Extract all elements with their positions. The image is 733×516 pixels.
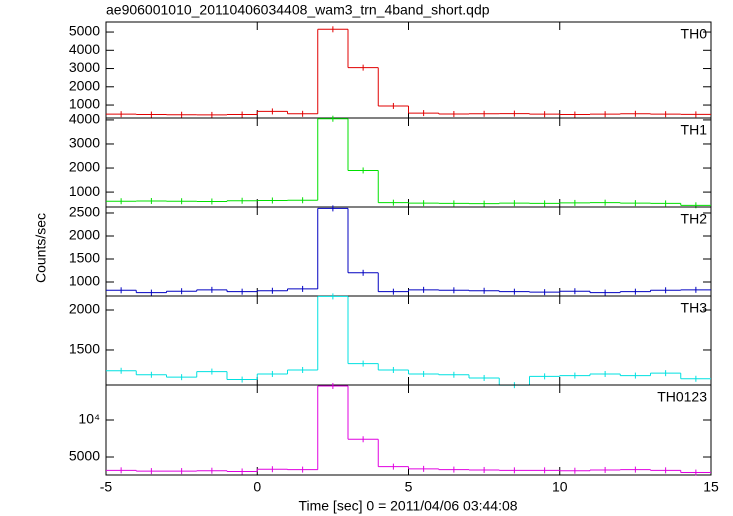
y-tick-label: 4000 (69, 41, 100, 57)
x-tick-label: -5 (100, 479, 113, 495)
y-tick-label: 5000 (69, 23, 100, 39)
panel-frame (105, 206, 712, 297)
panel-label: TH2 (681, 211, 708, 227)
y-tick-label: 2000 (69, 301, 100, 317)
x-axis-label: Time [sec] 0 = 2011/04/06 03:44:08 (298, 498, 517, 514)
panel-label: TH0123 (657, 389, 707, 405)
y-tick-label: 10⁴ (78, 411, 100, 427)
chart-title: ae906001010_20110406034408_wam3_trn_4ban… (106, 2, 490, 18)
y-tick-label: 1000 (69, 183, 100, 199)
y-tick-label: 4000 (69, 111, 100, 127)
panel-frame (105, 21, 712, 119)
y-tick-label: 1000 (69, 96, 100, 112)
x-tick-label: 5 (405, 479, 413, 495)
panel-frame (105, 117, 712, 208)
panel-label: TH0 (681, 26, 708, 42)
y-tick-label: 1500 (69, 250, 100, 266)
y-tick-label: 2000 (69, 159, 100, 175)
x-tick-label: 10 (552, 479, 568, 495)
y-tick-label: 1500 (69, 341, 100, 357)
panel-label: TH1 (681, 122, 708, 138)
x-tick-label: 15 (703, 479, 719, 495)
y-axis-label: Counts/sec (33, 213, 49, 283)
y-tick-label: 3000 (69, 59, 100, 75)
panel-label: TH3 (681, 300, 708, 316)
panel-frame (105, 384, 712, 476)
y-tick-label: 1000 (69, 273, 100, 289)
y-tick-label: 2000 (69, 227, 100, 243)
y-tick-label: 2000 (69, 77, 100, 93)
x-tick-label: 0 (253, 479, 261, 495)
y-tick-label: 3000 (69, 135, 100, 151)
y-tick-label: 5000 (69, 448, 100, 464)
y-tick-label: 2500 (69, 204, 100, 220)
